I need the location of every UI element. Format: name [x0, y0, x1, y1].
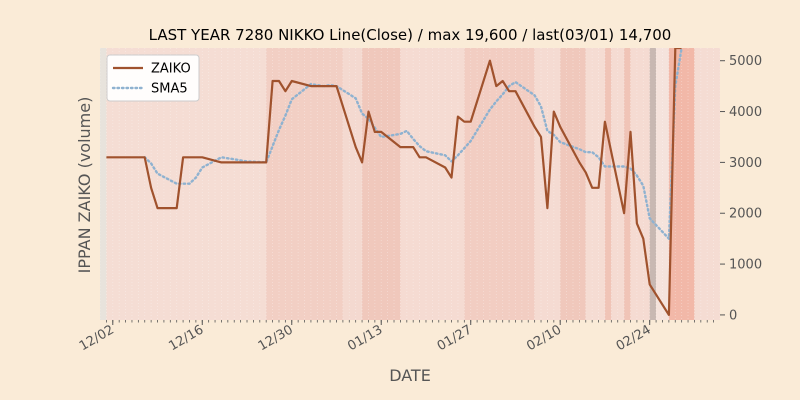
- x-tick-label: 12/02: [77, 322, 117, 354]
- y-tick-label: 0: [729, 308, 737, 323]
- legend-label-zaiko: ZAIKO: [151, 62, 191, 77]
- shaded-band: [585, 48, 605, 320]
- y-tick-label: 2000: [729, 207, 762, 222]
- series-line-sma5: [143, 48, 683, 240]
- shaded-band: [100, 48, 107, 320]
- y-axis-label: IPPAN ZAIKO (volume): [75, 97, 94, 274]
- legend-box: [106, 54, 200, 102]
- shaded-band: [534, 48, 561, 320]
- x-tick-label: 02/10: [524, 322, 564, 354]
- x-tick-label: 12/16: [166, 322, 206, 354]
- series-layer: [106, 48, 683, 316]
- x-tick-label: 12/30: [256, 322, 296, 354]
- y-tick-label: 5000: [729, 54, 762, 69]
- shaded-band: [656, 48, 669, 320]
- x-tick-label: 01/13: [345, 322, 385, 354]
- chart-title: LAST YEAR 7280 NIKKO Line(Close) / max 1…: [149, 26, 672, 44]
- x-tick-label: 01/27: [435, 322, 475, 354]
- legend: ZAIKO SMA5: [106, 54, 200, 102]
- shaded-bands: [100, 48, 720, 320]
- y-tick-label: 4000: [729, 105, 762, 120]
- shaded-band: [694, 48, 720, 320]
- shaded-band: [604, 48, 612, 320]
- shaded-band: [266, 48, 343, 320]
- y-tick-label: 3000: [729, 156, 762, 171]
- shaded-band: [464, 48, 535, 320]
- x-axis-label: DATE: [389, 366, 431, 385]
- shaded-band: [400, 48, 465, 320]
- shaded-band: [560, 48, 586, 320]
- shaded-band: [362, 48, 401, 320]
- series-line-zaiko: [106, 48, 682, 316]
- shaded-band: [342, 48, 363, 320]
- y-tick-label: 1000: [729, 258, 762, 273]
- legend-label-sma5: SMA5: [151, 82, 188, 97]
- shaded-band: [649, 48, 657, 320]
- x-tick-label: 02/24: [614, 322, 654, 354]
